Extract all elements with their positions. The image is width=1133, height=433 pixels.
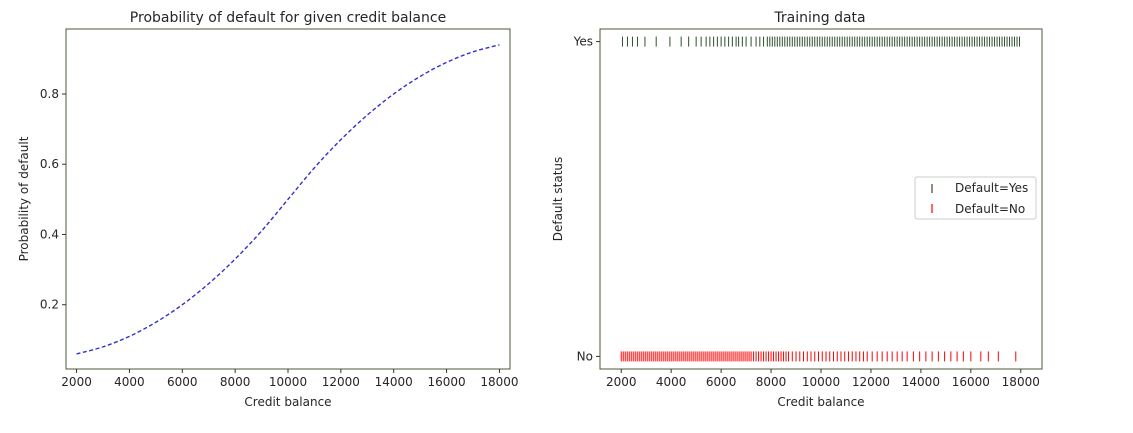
- axis-ticks: 2000 4000 6000 8000 10000 12000 14000 16000 1800…: [573, 35, 1040, 389]
- x-tick-label: 10000: [802, 375, 840, 389]
- x-tick-label: 6000: [167, 375, 198, 389]
- x-tick-label: 2000: [61, 375, 92, 389]
- x-axis-label: Credit balance: [244, 395, 331, 409]
- x-tick-label: 18000: [1002, 375, 1040, 389]
- legend-label-no: Default=No: [955, 202, 1025, 216]
- x-tick-label: 12000: [852, 375, 890, 389]
- y-tick-label: 0.6: [40, 157, 59, 171]
- x-tick-label: 12000: [322, 375, 360, 389]
- probability-chart: Probability of default for given credit …: [17, 10, 519, 409]
- x-tick-label: 10000: [269, 375, 307, 389]
- x-tick-label: 18000: [480, 375, 518, 389]
- y-tick-label: No: [577, 349, 593, 363]
- x-tick-label: 4000: [656, 375, 687, 389]
- x-tick-label: 16000: [952, 375, 990, 389]
- x-tick-label: 14000: [375, 375, 413, 389]
- x-tick-label: 6000: [706, 375, 737, 389]
- y-axis-label: Probability of default: [17, 136, 31, 261]
- x-tick-label: 2000: [606, 375, 637, 389]
- chart-title: Probability of default for given credit …: [130, 10, 446, 26]
- y-tick-label: 0.8: [40, 87, 59, 101]
- x-tick-label: 16000: [427, 375, 465, 389]
- legend-label-yes: Default=Yes: [955, 181, 1028, 195]
- x-tick-label: 14000: [902, 375, 940, 389]
- y-tick-label: 0.2: [40, 298, 59, 312]
- x-tick-label: 8000: [220, 375, 251, 389]
- training-data-chart: Training data 2000 4000 6000 8000 10000 12000…: [551, 10, 1043, 409]
- y-axis-label: Default status: [551, 157, 565, 242]
- plot-area: [76, 44, 500, 355]
- y-tick-label: Yes: [573, 35, 593, 49]
- x-tick-label: 8000: [756, 375, 787, 389]
- axis-ticks: 2000 4000 6000 8000 10000 12000 14000 16000 1800…: [40, 87, 519, 389]
- probability-curve: [76, 44, 500, 355]
- legend-box: [914, 176, 1037, 220]
- plot-area: [620, 36, 1021, 362]
- legend: Default=Yes Default=No: [914, 176, 1037, 220]
- chart-title: Training data: [773, 10, 865, 26]
- x-tick-label: 4000: [114, 375, 145, 389]
- y-tick-label: 0.4: [40, 227, 59, 241]
- x-axis-label: Credit balance: [777, 395, 864, 409]
